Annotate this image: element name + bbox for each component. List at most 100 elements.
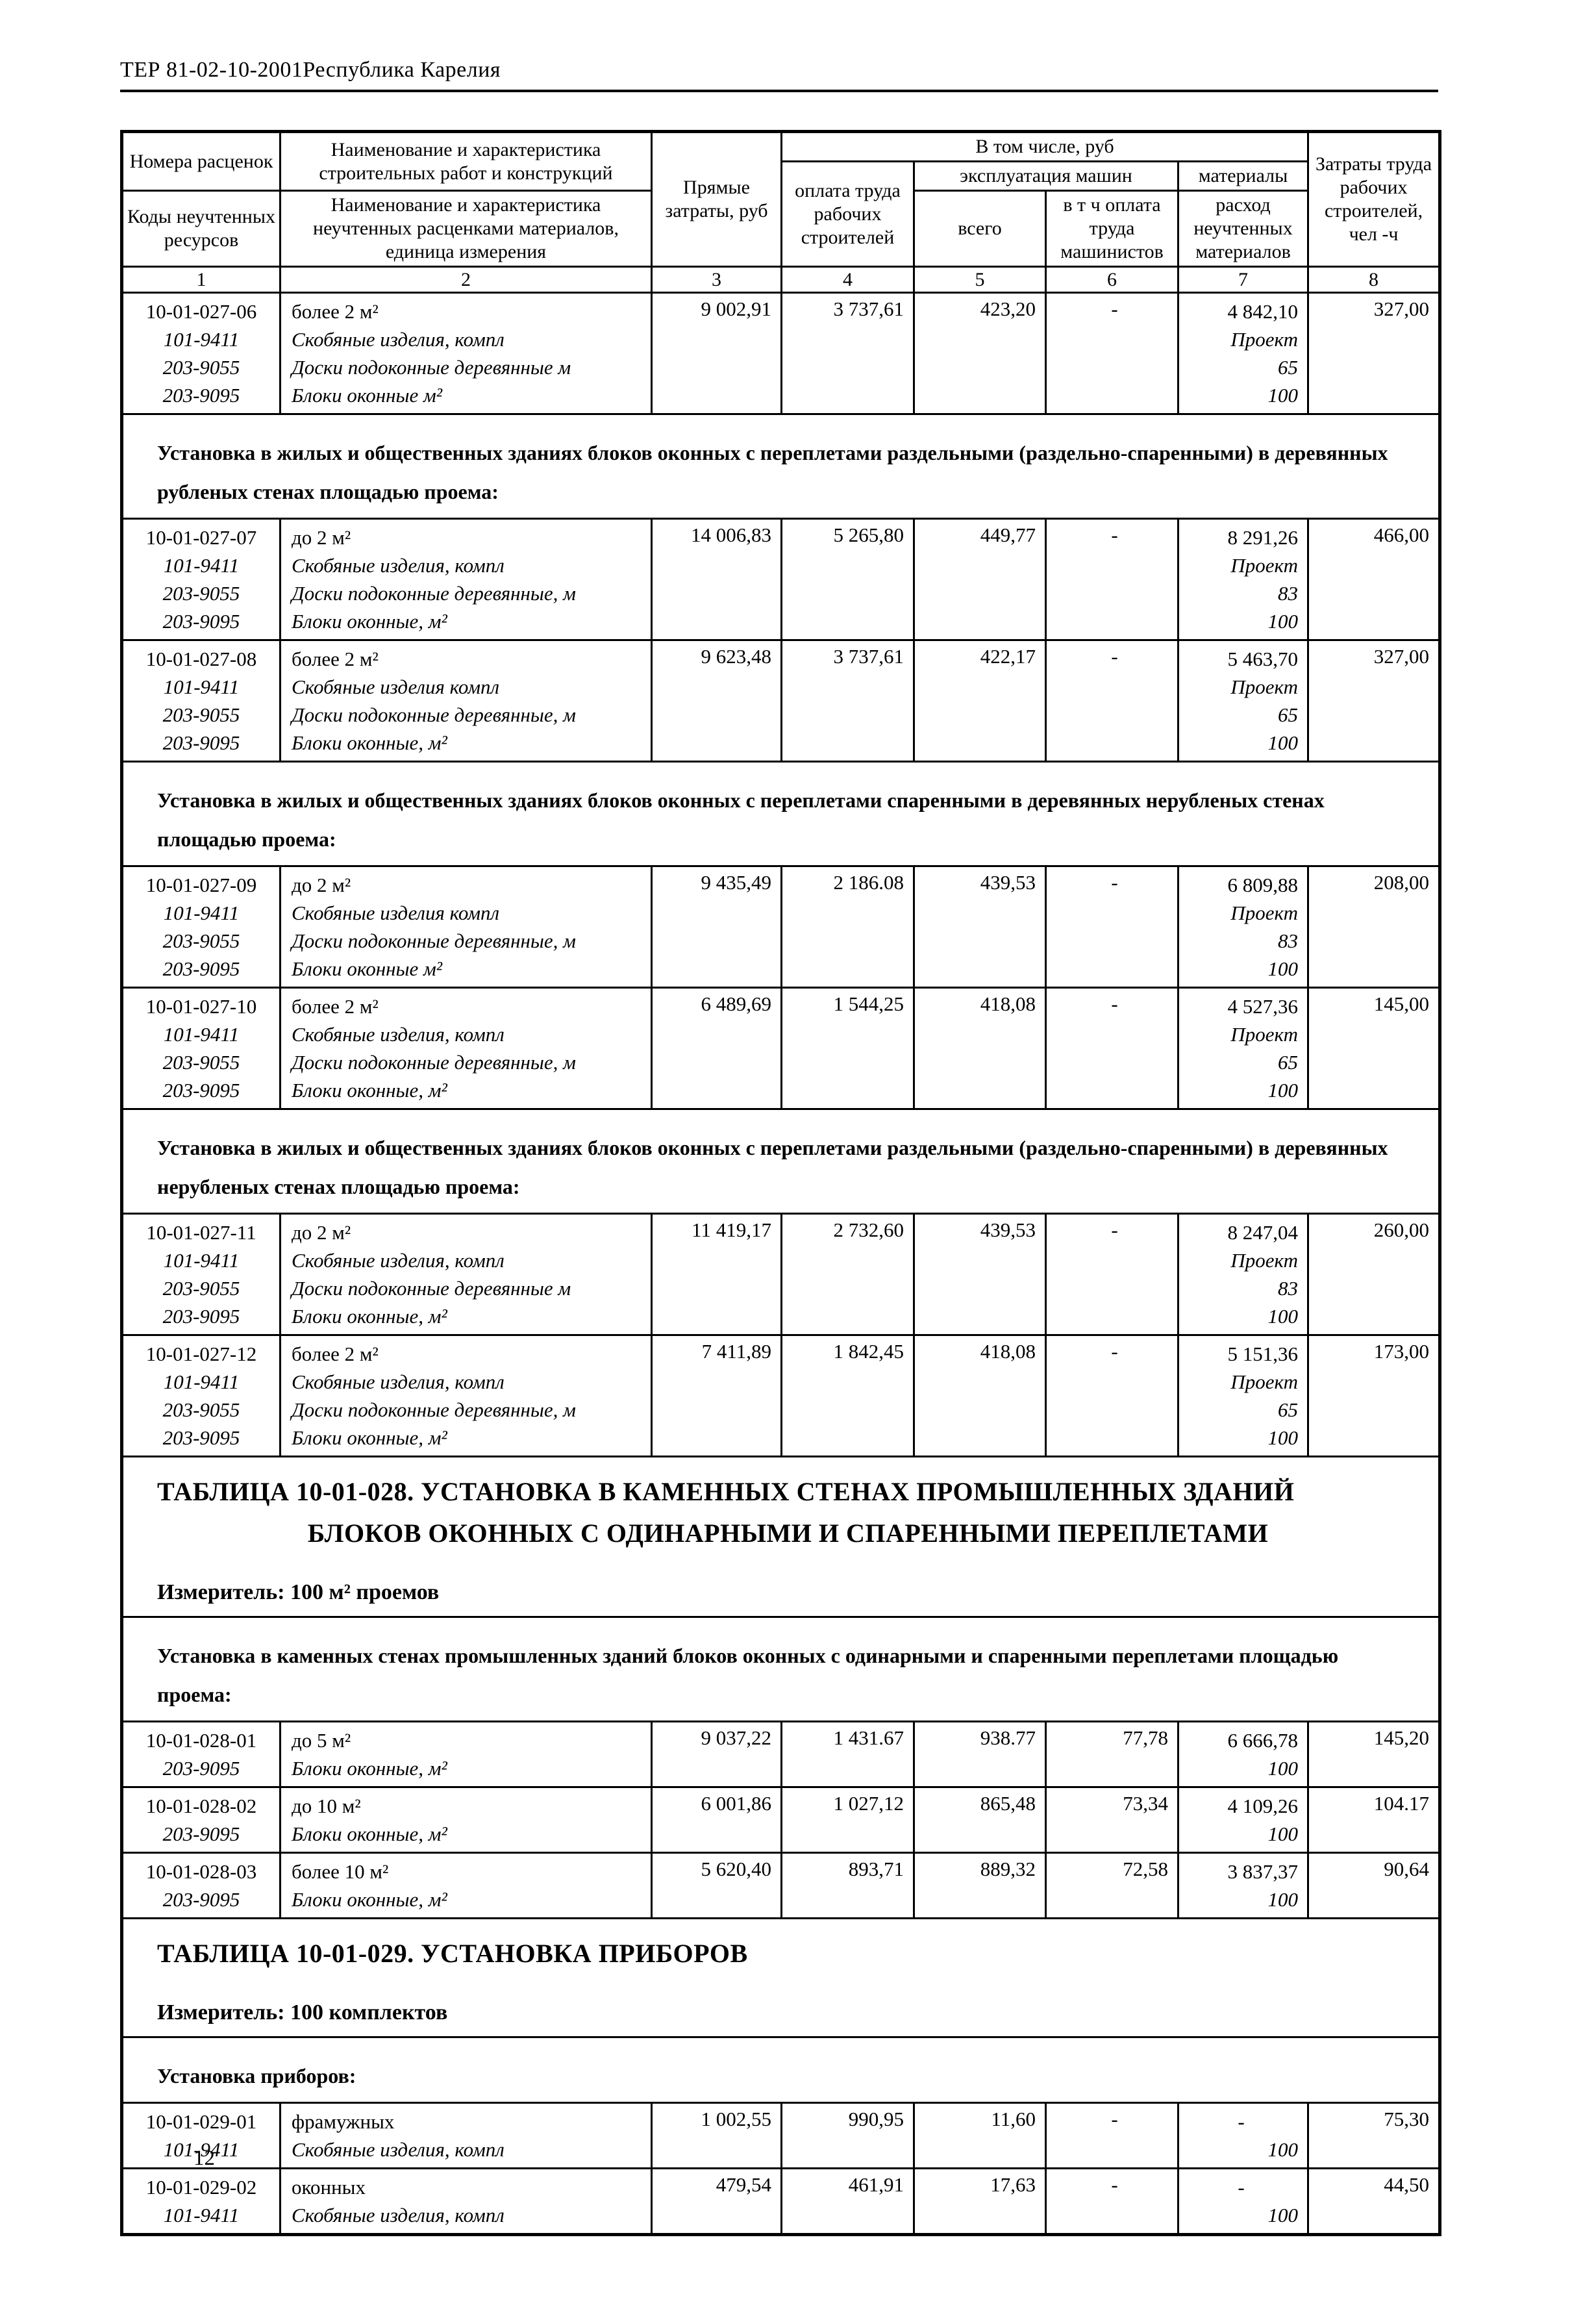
operators-pay-cell: 77,78 — [1045, 1721, 1179, 1788]
resource-description: Блоки оконные м² — [292, 957, 443, 980]
resource-code: 101-9411 — [163, 554, 240, 577]
materials-cell: 4 527,36 Проект 65 100 — [1177, 987, 1310, 1110]
resource-description: Блоки оконные, м² — [292, 731, 447, 754]
rate-row: 10-01-027-12 101-9411 203-9055 203-9095 боле… — [121, 1334, 1441, 1457]
resource-description: Блоки оконные, м² — [292, 1888, 447, 1911]
machines-total-cell: 17,63 — [913, 2167, 1047, 2236]
machines-total-cell: 422,17 — [913, 639, 1047, 763]
resource-code: 203-9055 — [162, 356, 240, 379]
rate-row: 10-01-027-08 101-9411 203-9055 203-9095 боле… — [121, 639, 1441, 763]
rate-row: 10-01-027-07 101-9411 203-9055 203-9095 до 2… — [121, 518, 1441, 641]
rate-code: 10-01-028-02 — [145, 1795, 257, 1817]
resource-code: 203-9055 — [162, 703, 240, 726]
column-numbers-row: 1 2 3 4 5 6 7 8 — [121, 266, 1441, 294]
code-cell: 10-01-028-02 203-9095 — [121, 1786, 281, 1854]
direct-costs-cell: 11 419,17 — [651, 1213, 782, 1336]
direct-costs-cell: 7 411,89 — [651, 1334, 782, 1457]
code-cell: 10-01-029-02 101-9411 — [121, 2167, 281, 2236]
workers-pay-cell: 893,71 — [780, 1852, 915, 1919]
rate-description: до 2 м² — [292, 1221, 351, 1244]
labor-hours-cell: 466,00 — [1307, 518, 1441, 641]
resource-code: 203-9055 — [162, 1051, 240, 1074]
material-quantity: 65 — [1278, 1398, 1299, 1421]
table-title-line: БЛОКОВ ОКОННЫХ С ОДИНАРНЫМИ И СПАРЕННЫМИ… — [307, 1519, 1269, 1548]
column-number: 4 — [780, 266, 915, 294]
direct-costs-cell: 9 435,49 — [651, 865, 782, 989]
rate-description: более 2 м² — [292, 995, 379, 1018]
labor-hours-cell: 173,00 — [1307, 1334, 1441, 1457]
header-materials-group: материалы — [1177, 160, 1310, 192]
section-header-text: Установка в жилых и общественных зданиях… — [120, 1108, 1441, 1215]
material-quantity: 65 — [1278, 703, 1299, 726]
rate-description: фрамужных — [292, 2110, 395, 2133]
operators-pay-cell: 72,58 — [1045, 1852, 1179, 1919]
resource-description: Скобяные изделия, компл — [292, 2138, 505, 2161]
machines-total-cell: 865,48 — [913, 1786, 1047, 1854]
description-cell: до 2 м² Скобяные изделия, компл Доски подо… — [279, 1213, 653, 1336]
resource-description: Скобяные изделия, компл — [292, 2204, 505, 2226]
material-quantity: 100 — [1267, 610, 1299, 633]
resource-code: 203-9055 — [162, 1398, 240, 1421]
material-quantity: Проект — [1230, 328, 1299, 351]
resource-description: Скобяные изделия, компл — [292, 1370, 505, 1393]
labor-hours-cell: 208,00 — [1307, 865, 1441, 989]
header-material-consumption: расход неучтенных материалов — [1177, 190, 1310, 268]
material-quantity: 100 — [1267, 1822, 1299, 1845]
workers-pay-cell: 1 544,25 — [780, 987, 915, 1110]
material-quantity: Проект — [1230, 675, 1299, 698]
direct-costs-cell: 14 006,83 — [651, 518, 782, 641]
rates-table-body: 10-01-027-06 101-9411 203-9055 203-9095 боле… — [120, 292, 1441, 2236]
rate-code: 10-01-027-06 — [145, 300, 257, 323]
materials-cost: 4 842,10 — [1227, 300, 1299, 323]
resource-code: 203-9095 — [162, 1888, 240, 1911]
resource-code: 101-9411 — [163, 901, 240, 924]
resource-code: 101-9411 — [163, 328, 240, 351]
table-title-row: ТАБЛИЦА 10-01-029. УСТАНОВКА ПРИБОРОВ Изм… — [120, 1917, 1441, 2038]
resource-code: 203-9095 — [162, 1426, 240, 1449]
material-quantity: 83 — [1278, 929, 1299, 952]
resource-code: 203-9095 — [162, 1757, 240, 1780]
header-machines-group: эксплуатация машин — [913, 160, 1179, 192]
resource-code: 101-9411 — [163, 1023, 240, 1046]
operators-pay-cell: 73,34 — [1045, 1786, 1179, 1854]
materials-cost: 4 527,36 — [1227, 995, 1299, 1018]
operators-pay-cell: - — [1045, 639, 1179, 763]
materials-cell: 3 837,37 100 — [1177, 1852, 1310, 1919]
rate-code: 10-01-029-01 — [145, 2110, 257, 2133]
table-title-line: ТАБЛИЦА 10-01-028. УСТАНОВКА В КАМЕННЫХ … — [157, 1477, 1295, 1506]
rate-description: более 2 м² — [292, 1343, 379, 1365]
code-cell: 10-01-027-12 101-9411 203-9055 203-9095 — [121, 1334, 281, 1457]
rate-row: 10-01-027-06 101-9411 203-9055 203-9095 боле… — [121, 292, 1441, 415]
workers-pay-cell: 2 732,60 — [780, 1213, 915, 1336]
table-title-row: ТАБЛИЦА 10-01-028. УСТАНОВКА В КАМЕННЫХ … — [120, 1456, 1441, 1618]
section-header-row: Установка в каменных стенах промышленных… — [120, 1616, 1441, 1722]
labor-hours-cell: 44,50 — [1307, 2167, 1441, 2236]
machines-total-cell: 418,08 — [913, 1334, 1047, 1457]
rate-code: 10-01-027-10 — [145, 995, 257, 1018]
resource-description: Блоки оконные, м² — [292, 610, 447, 633]
direct-costs-cell: 6 489,69 — [651, 987, 782, 1110]
materials-cell: 4 842,10 Проект 65 100 — [1177, 292, 1310, 415]
table-title-line: ТАБЛИЦА 10-01-029. УСТАНОВКА ПРИБОРОВ — [157, 1939, 748, 1968]
labor-hours-cell: 104.17 — [1307, 1786, 1441, 1854]
resource-code: 203-9095 — [162, 384, 240, 407]
code-cell: 10-01-028-03 203-9095 — [121, 1852, 281, 1919]
rate-code: 10-01-027-08 — [145, 648, 257, 670]
code-cell: 10-01-029-01 101-9411 — [121, 2102, 281, 2169]
code-cell: 10-01-027-06 101-9411 203-9055 203-9095 — [121, 292, 281, 415]
rate-row: 10-01-027-09 101-9411 203-9055 203-9095 до 2… — [121, 865, 1441, 989]
material-quantity: Проект — [1230, 1023, 1299, 1046]
description-cell: более 2 м² Скобяные изделия, компл Доски п… — [279, 987, 653, 1110]
header-row-2: оплата труда рабочих строителей эксплуат… — [122, 160, 1440, 268]
header-direct-costs: Прямые затраты, руб — [651, 131, 782, 268]
resource-description: Доски подоконные деревянные, м — [292, 582, 576, 605]
labor-hours-cell: 90,64 — [1307, 1852, 1441, 1919]
resource-code: 203-9055 — [162, 582, 240, 605]
izmeritel-label: Измеритель: 100 м² проемов — [157, 1580, 440, 1604]
materials-cell: -100 — [1177, 2102, 1310, 2169]
operators-pay-cell: - — [1045, 1334, 1179, 1457]
code-cell: 10-01-027-11 101-9411 203-9055 203-9095 — [121, 1213, 281, 1336]
resource-code: 101-9411 — [163, 1370, 240, 1393]
material-quantity: 100 — [1267, 957, 1299, 980]
column-number: 6 — [1045, 266, 1179, 294]
